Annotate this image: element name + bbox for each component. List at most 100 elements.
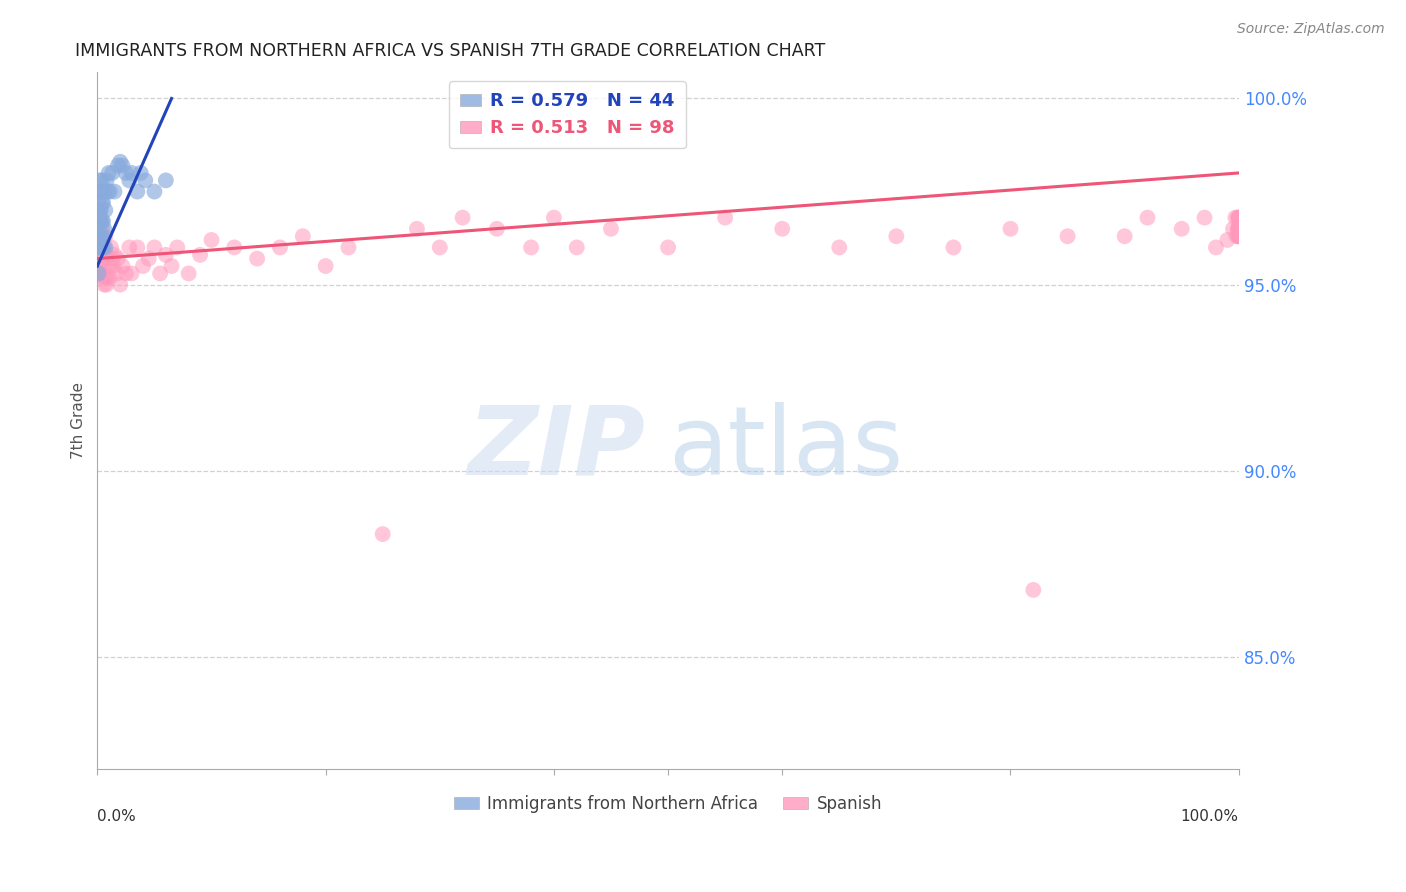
Point bbox=[96, 277, 118, 292]
Point bbox=[224, 240, 246, 254]
Point bbox=[1227, 221, 1250, 235]
Point bbox=[89, 229, 111, 244]
Point bbox=[89, 185, 111, 199]
Point bbox=[89, 203, 111, 218]
Point bbox=[143, 185, 166, 199]
Point bbox=[97, 259, 120, 273]
Point bbox=[103, 185, 125, 199]
Text: 100.0%: 100.0% bbox=[1181, 809, 1239, 824]
Point bbox=[91, 229, 114, 244]
Point bbox=[91, 240, 114, 254]
Point bbox=[90, 248, 112, 262]
Point bbox=[1170, 221, 1192, 235]
Point bbox=[90, 229, 112, 244]
Point bbox=[291, 229, 314, 244]
Point bbox=[155, 248, 177, 262]
Point bbox=[98, 270, 121, 285]
Point bbox=[200, 233, 222, 247]
Point bbox=[87, 229, 110, 244]
Point bbox=[107, 252, 129, 266]
Point bbox=[111, 259, 134, 273]
Point bbox=[98, 185, 121, 199]
Point bbox=[129, 166, 152, 180]
Point bbox=[96, 248, 118, 262]
Point bbox=[97, 166, 120, 180]
Point bbox=[1225, 211, 1247, 225]
Point bbox=[485, 221, 508, 235]
Point bbox=[90, 221, 112, 235]
Point bbox=[90, 229, 112, 244]
Point bbox=[1222, 221, 1244, 235]
Point bbox=[166, 240, 188, 254]
Y-axis label: 7th Grade: 7th Grade bbox=[72, 382, 86, 459]
Point bbox=[371, 527, 394, 541]
Point bbox=[108, 277, 131, 292]
Point bbox=[118, 240, 141, 254]
Point bbox=[115, 267, 138, 281]
Point bbox=[94, 203, 117, 218]
Point bbox=[90, 185, 112, 199]
Point bbox=[143, 240, 166, 254]
Text: 0.0%: 0.0% bbox=[97, 809, 136, 824]
Point bbox=[1227, 229, 1250, 244]
Point bbox=[115, 166, 138, 180]
Point bbox=[1136, 211, 1159, 225]
Point bbox=[770, 221, 793, 235]
Point bbox=[1227, 221, 1250, 235]
Point bbox=[942, 240, 965, 254]
Point bbox=[520, 240, 543, 254]
Point bbox=[93, 185, 115, 199]
Point bbox=[87, 267, 110, 281]
Point bbox=[138, 252, 160, 266]
Point bbox=[657, 240, 679, 254]
Point bbox=[90, 211, 112, 225]
Point bbox=[94, 229, 117, 244]
Point bbox=[1216, 233, 1239, 247]
Point bbox=[1056, 229, 1078, 244]
Point bbox=[1227, 211, 1250, 225]
Point bbox=[1227, 221, 1250, 235]
Point bbox=[600, 221, 623, 235]
Point bbox=[269, 240, 291, 254]
Point bbox=[93, 221, 115, 235]
Point bbox=[118, 173, 141, 187]
Point bbox=[1226, 211, 1249, 225]
Point bbox=[1226, 221, 1249, 235]
Point bbox=[89, 214, 111, 228]
Point bbox=[1022, 582, 1045, 597]
Point bbox=[91, 248, 114, 262]
Point bbox=[177, 267, 200, 281]
Point bbox=[111, 159, 134, 173]
Point bbox=[94, 270, 117, 285]
Point bbox=[89, 240, 111, 254]
Point bbox=[93, 259, 115, 273]
Point bbox=[714, 211, 737, 225]
Point bbox=[1225, 229, 1247, 244]
Point bbox=[160, 259, 183, 273]
Point bbox=[828, 240, 851, 254]
Point bbox=[1227, 211, 1250, 225]
Point bbox=[87, 240, 110, 254]
Point bbox=[90, 229, 112, 244]
Point bbox=[91, 214, 114, 228]
Point bbox=[127, 240, 149, 254]
Point bbox=[97, 270, 120, 285]
Point bbox=[1227, 211, 1250, 225]
Point bbox=[103, 259, 125, 273]
Point bbox=[1227, 229, 1250, 244]
Point bbox=[93, 277, 115, 292]
Point bbox=[94, 252, 117, 266]
Point bbox=[406, 221, 429, 235]
Point bbox=[121, 267, 143, 281]
Point bbox=[96, 173, 118, 187]
Point bbox=[315, 259, 337, 273]
Point bbox=[87, 240, 110, 254]
Point bbox=[886, 229, 908, 244]
Point bbox=[337, 240, 360, 254]
Point bbox=[155, 173, 177, 187]
Point bbox=[149, 267, 172, 281]
Point bbox=[87, 259, 110, 273]
Point bbox=[89, 173, 111, 187]
Point bbox=[87, 211, 110, 225]
Point bbox=[87, 214, 110, 228]
